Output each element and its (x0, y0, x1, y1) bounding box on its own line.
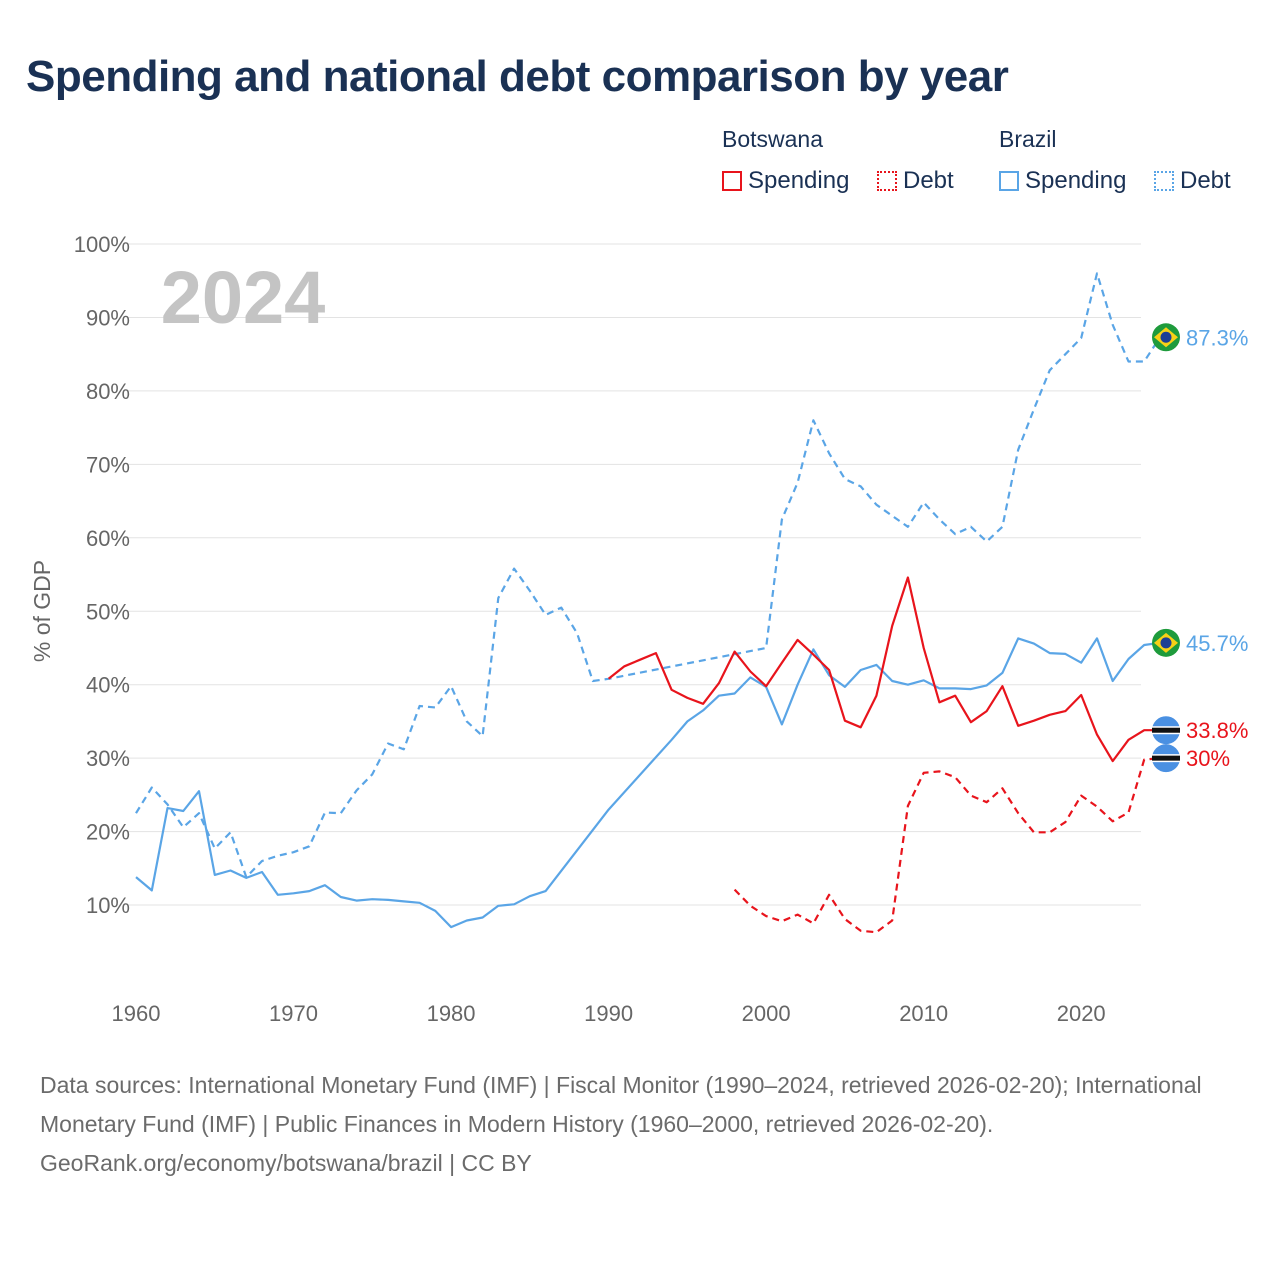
chart-title: Spending and national debt comparison by… (26, 52, 1009, 101)
solid-line-swatch-icon (722, 171, 742, 191)
year-watermark: 2024 (161, 256, 326, 339)
series-line-brazil-debt (135, 272, 1176, 879)
end-labels: 87.3% 45.7% 33.8% 30% (1152, 323, 1248, 773)
data-sources: Data sources: International Monetary Fun… (40, 1072, 1202, 1137)
y-tick-label: 20% (86, 820, 130, 845)
solid-line-swatch-icon (999, 171, 1019, 191)
y-tick-label: 90% (86, 305, 130, 330)
legend-label: Debt (903, 167, 954, 194)
legend-brazil-spending[interactable]: Spending (999, 167, 1126, 195)
y-tick-label: 60% (86, 526, 130, 551)
y-axis: 10% 20% 30% 40% 50% 60% 70% 80% 90% 100% (74, 232, 130, 918)
x-tick-label: 2020 (1057, 1001, 1106, 1026)
legend-botswana-spending[interactable]: Spending (722, 167, 849, 195)
series-line-botswana-debt (733, 757, 1161, 934)
x-tick-label: 1990 (584, 1001, 633, 1026)
y-tick-label: 40% (86, 673, 130, 698)
flag-black-band (1152, 755, 1180, 761)
y-tick-label: 80% (86, 379, 130, 404)
credit-line: GeoRank.org/economy/botswana/brazil | CC… (40, 1150, 532, 1176)
x-axis: 1960 1970 1980 1990 2000 2010 2020 (112, 1001, 1106, 1026)
x-tick-label: 2010 (899, 1001, 948, 1026)
x-tick-label: 2000 (742, 1001, 791, 1026)
line-chart: 10% 20% 30% 40% 50% 60% 70% 80% 90% 100% 1960 1970… (29, 232, 1248, 1026)
legend-botswana-debt[interactable]: Debt (877, 167, 954, 195)
legend-label: Spending (748, 167, 850, 194)
y-tick-label: 10% (86, 893, 130, 918)
botswana-flag-icon (1152, 744, 1180, 773)
legend-label: Spending (1025, 167, 1127, 194)
series-line-botswana-spending (607, 576, 1160, 763)
footer: Data sources: International Monetary Fun… (40, 1066, 1240, 1183)
flag-globe (1160, 331, 1172, 343)
y-tick-label: 70% (86, 452, 130, 477)
end-value-label: 33.8% (1186, 718, 1248, 743)
dotted-line-swatch-icon (877, 171, 897, 191)
series-lines (135, 272, 1176, 934)
series-line-brazil-spending (135, 637, 1176, 929)
x-tick-label: 1960 (112, 1001, 161, 1026)
gridlines (128, 243, 1141, 906)
botswana-flag-icon (1152, 716, 1180, 745)
flag-black-band (1152, 727, 1180, 733)
y-axis-label: % of GDP (29, 560, 55, 662)
brazil-flag-icon (1152, 628, 1180, 657)
x-tick-label: 1970 (269, 1001, 318, 1026)
y-tick-label: 100% (74, 232, 130, 257)
end-value-label: 30% (1186, 746, 1230, 771)
brazil-flag-icon (1152, 323, 1180, 352)
x-tick-label: 1980 (427, 1001, 476, 1026)
flag-globe (1160, 637, 1172, 649)
y-tick-label: 50% (86, 599, 130, 624)
legend-group-brazil: Brazil (999, 126, 1057, 152)
legend-group-botswana: Botswana (722, 126, 824, 152)
end-value-label: 87.3% (1186, 325, 1248, 350)
end-value-label: 45.7% (1186, 631, 1248, 656)
dotted-line-swatch-icon (1154, 171, 1174, 191)
legend-label: Debt (1180, 167, 1231, 194)
legend-brazil-debt[interactable]: Debt (1154, 167, 1231, 195)
y-tick-label: 30% (86, 746, 130, 771)
